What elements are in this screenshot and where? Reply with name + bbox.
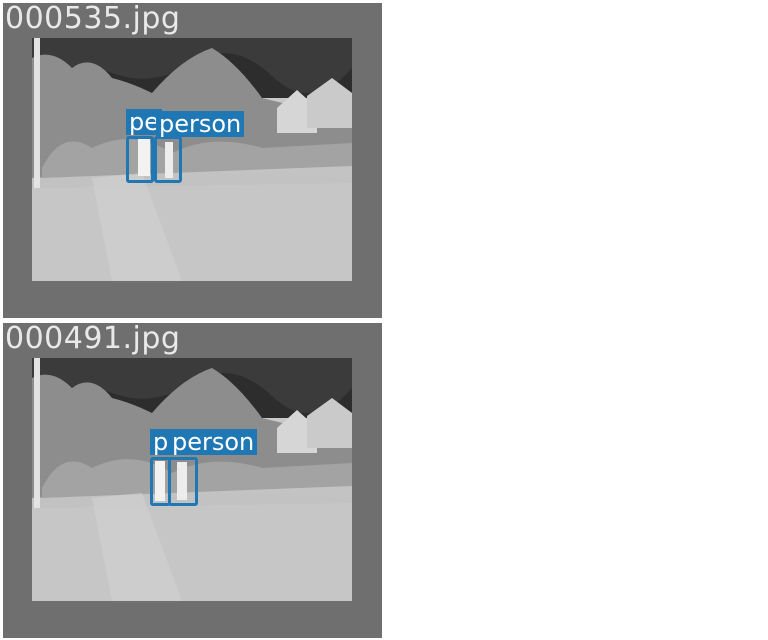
thermal-photo: p person [32,358,352,601]
thermal-photo: pe person [32,38,352,281]
image-filename: 000491.jpg [5,321,181,356]
detection-box-person [126,136,154,183]
detection-label: person [156,111,245,137]
thermal-scene [32,38,352,281]
image-filename: 000535.jpg [5,1,181,36]
detection-label: person [169,429,258,455]
image-panel-2: 000491.jpg p person [3,321,382,638]
detection-box-person [154,136,182,183]
detection-box-person [168,457,198,506]
image-panel-1: 000535.jpg [3,1,382,318]
